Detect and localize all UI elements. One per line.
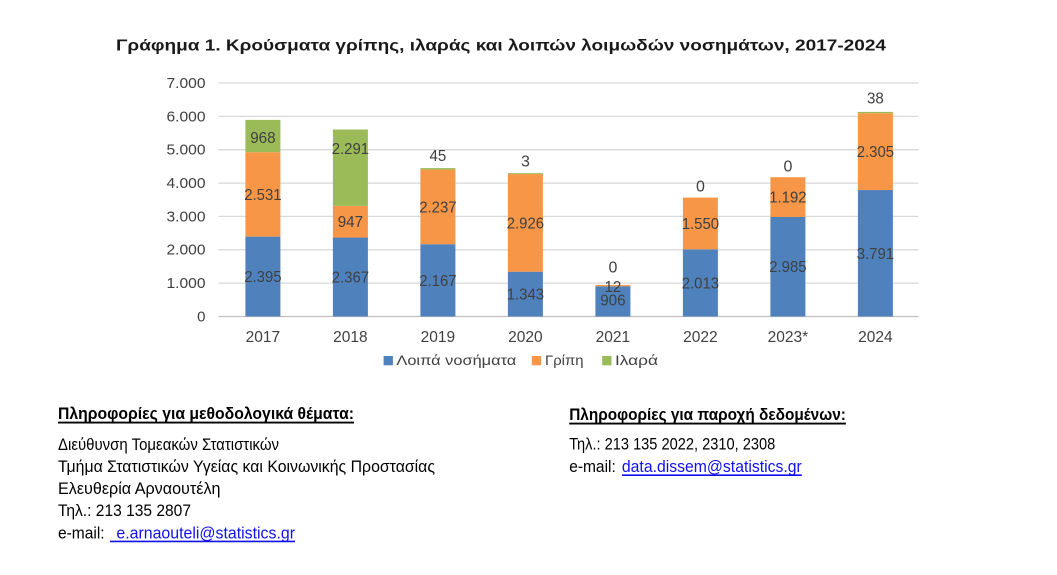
svg-text:968: 968: [250, 130, 275, 147]
svg-text:6.000: 6.000: [167, 108, 206, 125]
svg-text:Γράφημα 1. Κρούσματα γρίπης, ι: Γράφημα 1. Κρούσματα γρίπης, ιλαράς και …: [116, 37, 887, 54]
svg-text:2021: 2021: [596, 329, 630, 346]
svg-text:Ελευθερία Αρναουτέλη: Ελευθερία Αρναουτέλη: [58, 480, 221, 498]
svg-text:2024: 2024: [858, 329, 893, 346]
svg-text:2023*: 2023*: [768, 329, 809, 346]
svg-text:3: 3: [521, 154, 530, 171]
svg-text:e-mail:: e-mail:: [58, 524, 105, 542]
svg-text:Τηλ.: 213 135 2022, 2310, 2308: Τηλ.: 213 135 2022, 2310, 2308: [569, 435, 775, 453]
svg-text:2.000: 2.000: [167, 242, 206, 259]
svg-text:2.167: 2.167: [419, 273, 456, 290]
svg-text:2.531: 2.531: [244, 187, 281, 204]
svg-text:1.343: 1.343: [507, 287, 544, 304]
svg-text:Λοιπά νοσήματα: Λοιπά νοσήματα: [396, 352, 516, 368]
svg-text:data.dissem@statistics.gr: data.dissem@statistics.gr: [622, 458, 802, 476]
svg-text:2022: 2022: [683, 329, 717, 346]
svg-text:Πληροφορίες για μεθοδολογικά θ: Πληροφορίες για μεθοδολογικά θέματα:: [58, 404, 354, 423]
svg-text:1.550: 1.550: [682, 216, 719, 233]
svg-text:2017: 2017: [246, 329, 280, 346]
svg-text:e.arnaouteli@statistics.gr: e.arnaouteli@statistics.gr: [116, 524, 295, 542]
svg-text:3.791: 3.791: [857, 246, 894, 263]
svg-text:2.291: 2.291: [332, 141, 369, 158]
svg-text:12: 12: [605, 279, 622, 296]
svg-text:38: 38: [867, 90, 884, 107]
svg-text:Τηλ.: 213 135 2807: Τηλ.: 213 135 2807: [58, 502, 191, 520]
svg-text:4.000: 4.000: [167, 175, 206, 192]
svg-text:Διεύθυνση Τομεακών Στατιστικών: Διεύθυνση Τομεακών Στατιστικών: [58, 436, 279, 454]
svg-text:Τμήμα Στατιστικών Υγείας και Κ: Τμήμα Στατιστικών Υγείας και Κοινωνικής …: [58, 458, 435, 476]
svg-text:2020: 2020: [508, 329, 543, 346]
svg-text:947: 947: [338, 214, 363, 231]
svg-text:3.000: 3.000: [167, 208, 206, 225]
svg-text:2.237: 2.237: [419, 199, 456, 216]
svg-text:e-mail:: e-mail:: [569, 458, 616, 476]
svg-text:2.985: 2.985: [769, 259, 806, 276]
svg-text:7.000: 7.000: [167, 75, 206, 92]
svg-text:Ιλαρά: Ιλαρά: [615, 352, 658, 368]
svg-text:2.013: 2.013: [682, 275, 719, 292]
svg-text:2018: 2018: [333, 329, 367, 346]
svg-text:2.305: 2.305: [857, 144, 894, 161]
svg-text:2019: 2019: [421, 329, 455, 346]
svg-text:2.367: 2.367: [332, 270, 369, 287]
svg-text:2.395: 2.395: [244, 269, 281, 286]
svg-text:0: 0: [696, 178, 705, 195]
svg-text:Γρίπη: Γρίπη: [545, 352, 584, 368]
svg-text:906: 906: [600, 293, 625, 310]
svg-text:0: 0: [608, 260, 617, 277]
svg-text:0: 0: [783, 159, 792, 176]
svg-text:45: 45: [430, 148, 447, 165]
svg-text:Πληροφορίες για παροχή δεδομέν: Πληροφορίες για παροχή δεδομένων:: [569, 405, 846, 424]
svg-text:1.000: 1.000: [167, 275, 206, 292]
svg-text:5.000: 5.000: [167, 142, 206, 159]
svg-text:2.926: 2.926: [507, 215, 544, 232]
svg-text:0: 0: [197, 308, 205, 325]
svg-text:1.192: 1.192: [769, 190, 806, 207]
